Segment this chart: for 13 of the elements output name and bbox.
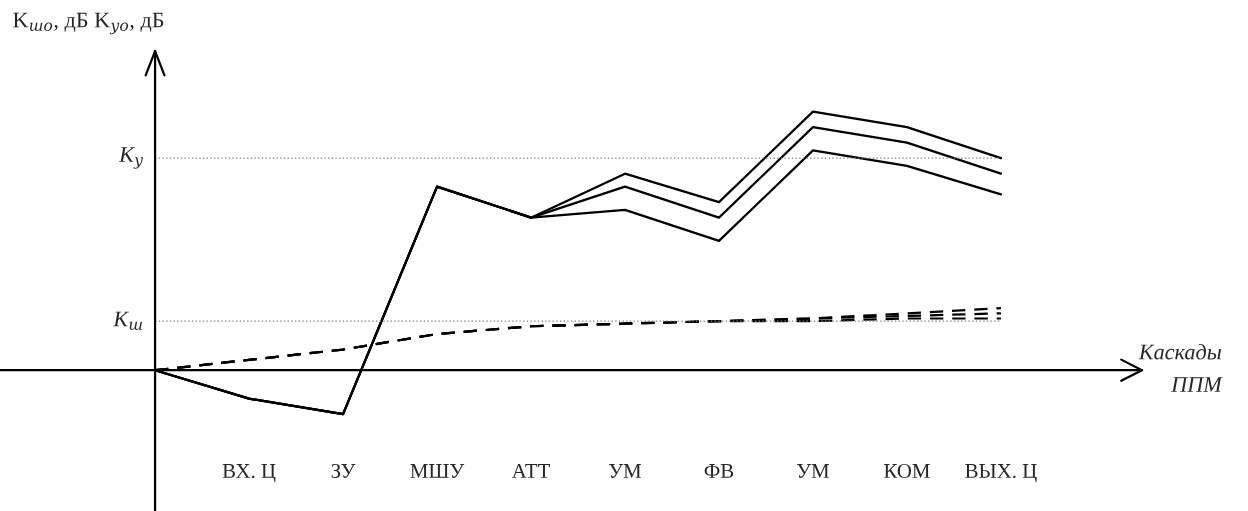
x-tick-label: ВЫХ. Ц xyxy=(965,464,1037,483)
y-axis-title: K$_{шо}$, дБ K$_{уо}$, дБ xyxy=(13,12,164,35)
x-axis-title: Каскады ППМ xyxy=(1138,343,1223,392)
x-tick-label: УМ xyxy=(797,464,829,478)
x-tick-label: АТТ xyxy=(511,463,551,478)
x-tick-label: КОМ xyxy=(884,463,930,478)
x-tick-label: УМ xyxy=(609,464,642,478)
ref-line-label: K$_{у}$ xyxy=(118,147,144,169)
x-tick-label: ВХ. Ц xyxy=(222,464,276,483)
x-tick-label: ФВ xyxy=(704,464,734,478)
ref-line-label: K$_{ш}$ xyxy=(113,311,143,330)
x-tick-label: ЗУ xyxy=(331,463,356,478)
x-tick-label: МШУ xyxy=(410,464,465,478)
